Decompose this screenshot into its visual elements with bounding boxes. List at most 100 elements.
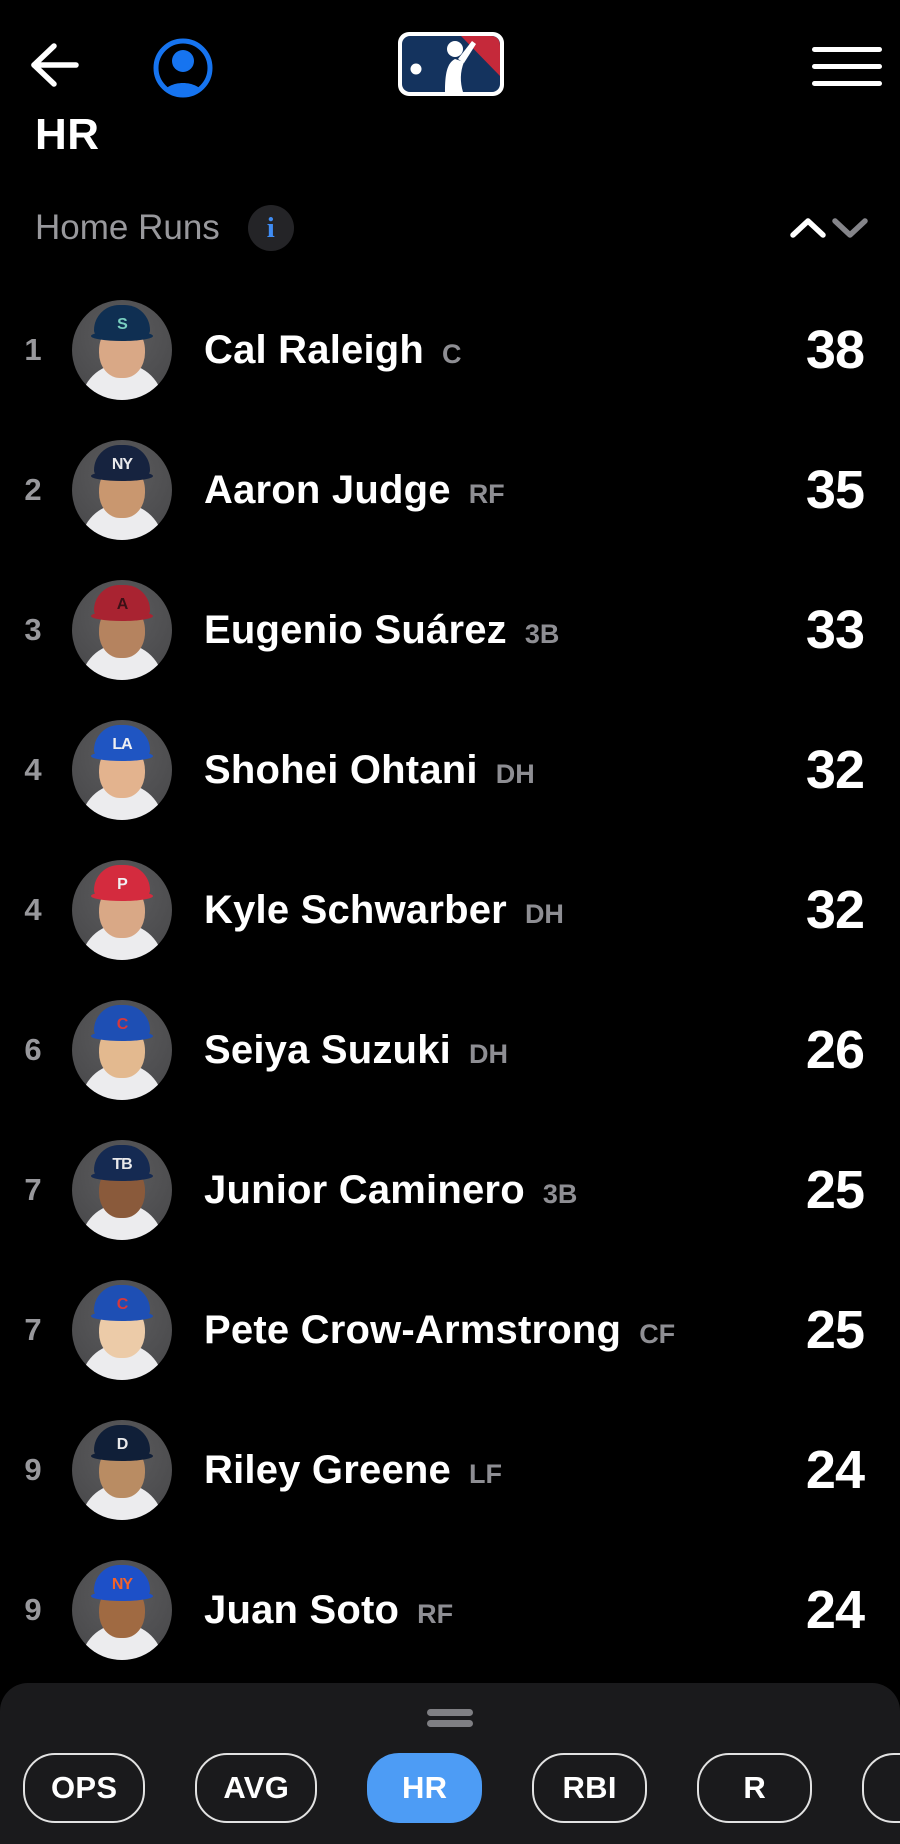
- avatar-cap: TB: [94, 1145, 150, 1176]
- rank-label: 4: [24, 752, 42, 787]
- team-cap-logo: A: [116, 596, 129, 613]
- table-row[interactable]: 9 NY Juan Soto RF 24: [0, 1540, 900, 1680]
- stat-filter-sheet: OPS AVG HR RBI R: [0, 1683, 900, 1844]
- avatar-cap: C: [94, 1285, 150, 1316]
- team-cap-logo: P: [117, 876, 128, 893]
- table-row[interactable]: 4 P Kyle Schwarber DH 32: [0, 840, 900, 980]
- avatar-cap-brim: [91, 891, 153, 901]
- avatar-cap-brim: [91, 1451, 153, 1461]
- table-row[interactable]: 9 D Riley Greene LF 24: [0, 1400, 900, 1540]
- player-position: CF: [639, 1318, 676, 1349]
- stat-pill-r[interactable]: R: [697, 1753, 813, 1823]
- player-name: Kyle Schwarber: [204, 887, 507, 932]
- team-cap-logo: S: [117, 316, 128, 333]
- avatar-cap: D: [94, 1425, 150, 1456]
- menu-button[interactable]: [812, 40, 882, 92]
- avatar-cap-brim: [91, 1311, 153, 1321]
- table-row[interactable]: 4 LA Shohei Ohtani DH 32: [0, 700, 900, 840]
- back-arrow-icon: [26, 43, 82, 95]
- player-avatar: LA: [72, 720, 172, 820]
- table-row[interactable]: 1 S Cal Raleigh C 38: [0, 280, 900, 420]
- stat-pill-ops[interactable]: OPS: [23, 1753, 146, 1823]
- player-name: Junior Caminero: [204, 1167, 525, 1212]
- player-name: Cal Raleigh: [204, 327, 425, 372]
- player-position: 3B: [542, 1178, 578, 1209]
- stat-pill-row: OPS AVG HR RBI R: [23, 1753, 900, 1823]
- avatar-cap: S: [94, 305, 150, 336]
- table-row[interactable]: 6 C Seiya Suzuki DH 26: [0, 980, 900, 1120]
- sort-descending-icon[interactable]: [830, 213, 870, 243]
- team-cap-logo: D: [116, 1436, 129, 1453]
- stat-value: 32: [805, 880, 865, 940]
- rank-label: 1: [24, 332, 42, 367]
- avatar-cap: LA: [94, 725, 150, 756]
- player-name: Juan Soto: [204, 1587, 400, 1632]
- stat-value: 26: [805, 1020, 865, 1080]
- rank-label: 6: [24, 1032, 42, 1067]
- info-button[interactable]: i: [247, 205, 294, 251]
- table-row[interactable]: 2 NY Aaron Judge RF 35: [0, 420, 900, 560]
- drag-handle-bar: [427, 1709, 473, 1716]
- drag-handle[interactable]: [427, 1709, 473, 1727]
- player-position: RF: [417, 1598, 454, 1629]
- rank-label: 7: [24, 1172, 42, 1207]
- player-avatar: NY: [72, 440, 172, 540]
- mlb-logo: [398, 32, 504, 96]
- stat-pill-rbi[interactable]: RBI: [532, 1753, 648, 1823]
- player-position: DH: [524, 898, 564, 929]
- profile-button[interactable]: [151, 36, 215, 100]
- player-avatar: P: [72, 860, 172, 960]
- player-avatar: S: [72, 300, 172, 400]
- stat-value: 35: [805, 460, 865, 520]
- drag-handle-bar: [427, 1720, 473, 1727]
- table-row[interactable]: 3 A Eugenio Suárez 3B 33: [0, 560, 900, 700]
- team-cap-logo: C: [116, 1296, 129, 1313]
- rank-label: 4: [24, 892, 42, 927]
- player-position: DH: [468, 1038, 508, 1069]
- rank-label: 7: [24, 1312, 42, 1347]
- avatar-cap: NY: [94, 445, 150, 476]
- avatar-cap-brim: [91, 471, 153, 481]
- player-name: Shohei Ohtani: [204, 747, 478, 792]
- avatar-cap: A: [94, 585, 150, 616]
- rank-label: 3: [24, 612, 42, 647]
- rank-label: 9: [24, 1452, 42, 1487]
- player-position: LF: [468, 1458, 502, 1489]
- rank-label: 2: [24, 472, 42, 507]
- stat-pill-avg[interactable]: AVG: [195, 1753, 318, 1823]
- avatar-cap: NY: [94, 1565, 150, 1596]
- stat-value: 24: [805, 1580, 865, 1640]
- stat-value: 24: [805, 1440, 865, 1500]
- player-avatar: NY: [72, 1560, 172, 1660]
- avatar-cap: C: [94, 1005, 150, 1036]
- player-name: Pete Crow-Armstrong: [204, 1307, 622, 1352]
- back-button[interactable]: [26, 38, 82, 92]
- player-name: Riley Greene: [204, 1447, 451, 1492]
- stat-pill-partial[interactable]: [862, 1753, 900, 1823]
- player-name: Eugenio Suárez: [204, 607, 507, 652]
- sort-control: [788, 213, 870, 243]
- player-position: 3B: [524, 618, 560, 649]
- avatar-cap-brim: [91, 1031, 153, 1041]
- stat-pill-hr[interactable]: HR: [367, 1753, 483, 1823]
- avatar-cap-brim: [91, 611, 153, 621]
- avatar-cap-brim: [91, 331, 153, 341]
- team-cap-logo: NY: [111, 456, 133, 473]
- player-position: DH: [495, 758, 535, 789]
- table-row[interactable]: 7 TB Junior Caminero 3B 25: [0, 1120, 900, 1260]
- avatar-cap-brim: [91, 1171, 153, 1181]
- stat-value: 33: [805, 600, 865, 660]
- leaderboard-list: 1 S Cal Raleigh C 38 2 NY: [0, 280, 900, 1680]
- subheader: Home Runs i: [35, 200, 870, 256]
- stat-value: 38: [805, 320, 865, 380]
- player-position: RF: [468, 478, 505, 509]
- info-icon: i: [266, 211, 275, 244]
- stat-value: 25: [805, 1160, 865, 1220]
- sort-ascending-icon[interactable]: [788, 213, 828, 243]
- player-avatar: A: [72, 580, 172, 680]
- profile-avatar-icon: [151, 38, 215, 103]
- hamburger-icon: [812, 46, 882, 86]
- team-cap-logo: TB: [112, 1156, 132, 1173]
- table-row[interactable]: 7 C Pete Crow-Armstrong CF 25: [0, 1260, 900, 1400]
- team-cap-logo: C: [116, 1016, 129, 1033]
